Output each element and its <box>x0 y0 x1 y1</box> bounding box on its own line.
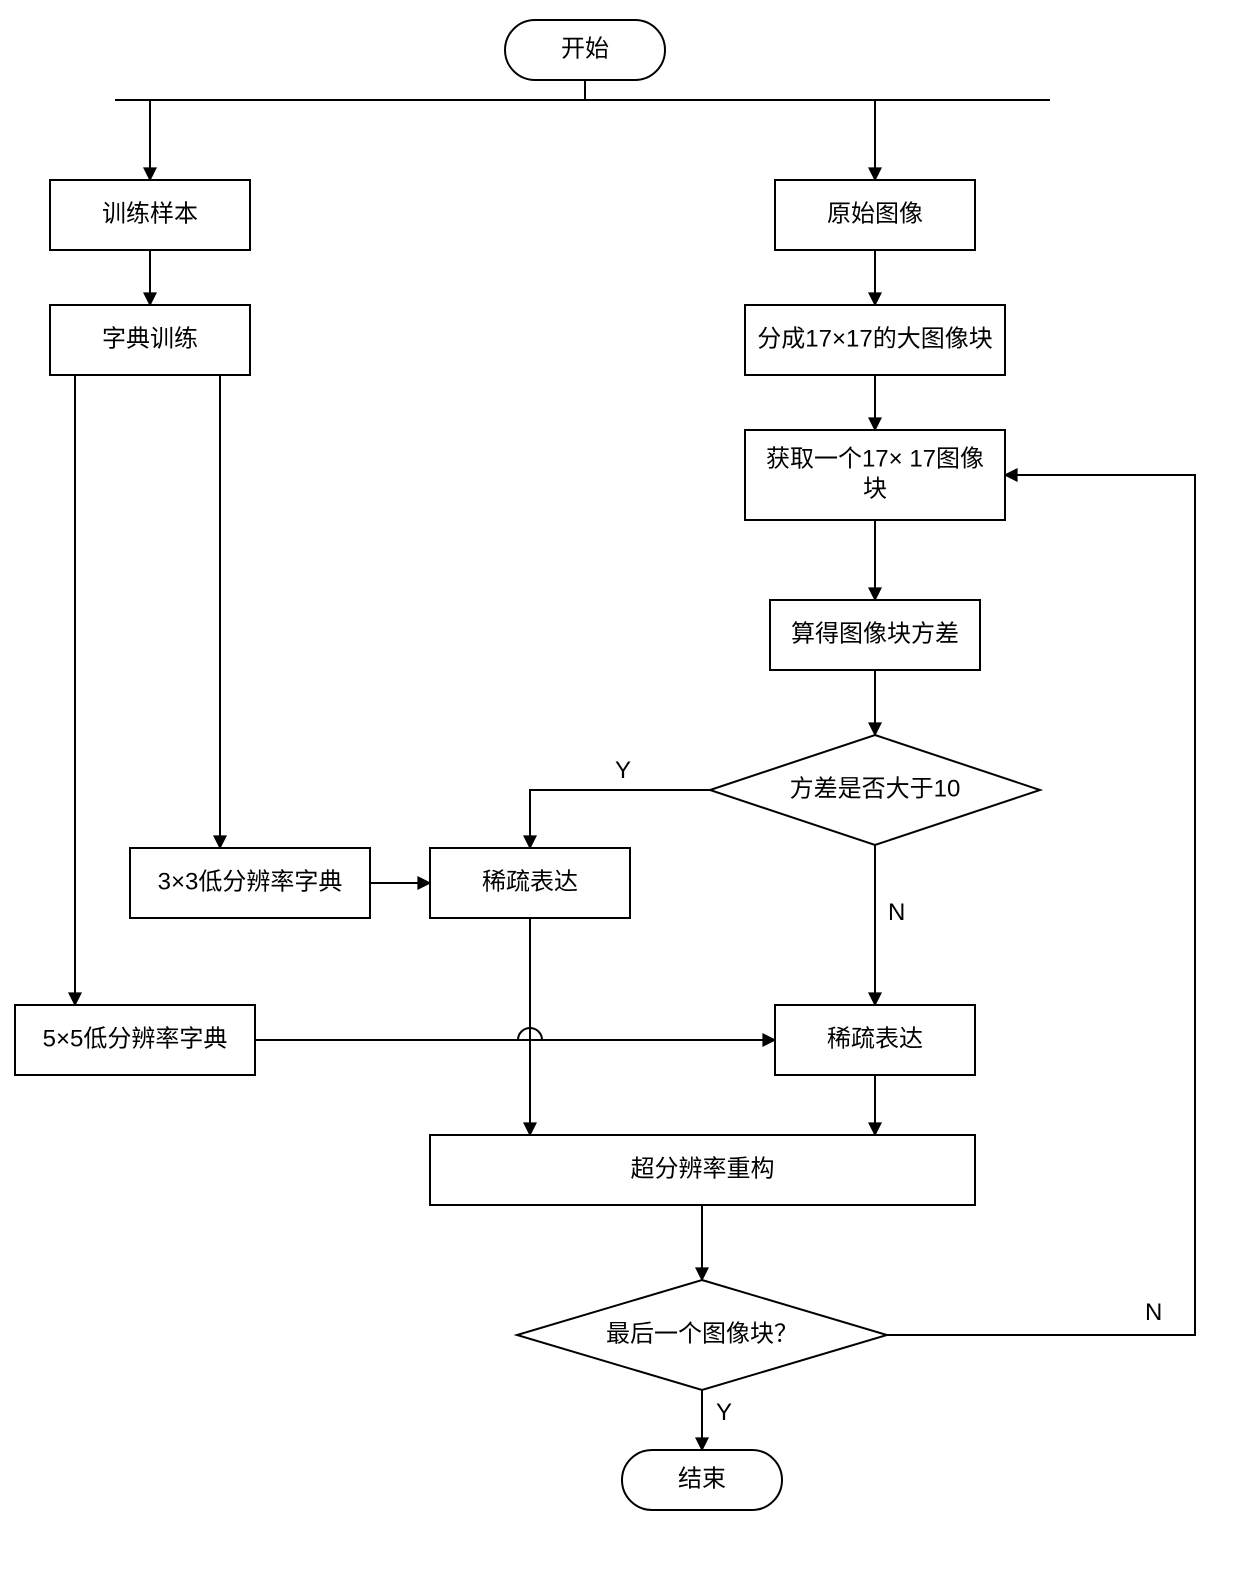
node-orig_image: 原始图像 <box>775 180 975 250</box>
node-label: 5×5低分辨率字典 <box>43 1025 228 1052</box>
node-end: 结束 <box>622 1450 782 1510</box>
node-label: 字典训练 <box>102 325 198 352</box>
node-variance: 算得图像块方差 <box>770 600 980 670</box>
node-label: 开始 <box>561 35 609 62</box>
node-label: 3×3低分辨率字典 <box>158 868 343 895</box>
node-dict_train: 字典训练 <box>50 305 250 375</box>
flowchart-canvas: N Y Y N 开始训练样本字典训练 3×3低分辨率字典 5×5低分辨率字典 原始图像分成17… <box>0 0 1240 1594</box>
node-label: 算得图像块方差 <box>791 620 959 647</box>
node-label: 超分辨率重构 <box>631 1155 775 1182</box>
node-label: 训练样本 <box>102 200 198 227</box>
edge-label: Y <box>716 1399 732 1426</box>
edge-label: Y <box>615 757 631 784</box>
node-label: 原始图像 <box>827 200 923 227</box>
node-label: 分成17×17的大图像块 <box>757 325 992 352</box>
edge-label: N <box>888 899 905 926</box>
node-label: 方差是否大于10 <box>790 775 961 802</box>
node-label: 最后一个图像块？ <box>606 1320 798 1347</box>
node-label: 稀疏表达 <box>827 1025 923 1052</box>
node-reconstruct: 超分辨率重构 <box>430 1135 975 1205</box>
node-label: 获取一个17× 17图像 <box>766 445 984 472</box>
node-label: 稀疏表达 <box>482 868 578 895</box>
node-dict5x5: 5×5低分辨率字典 <box>15 1005 255 1075</box>
node-dict3x3: 3×3低分辨率字典 <box>130 848 370 918</box>
node-get17: 获取一个17× 17图像块 <box>745 430 1005 520</box>
node-label: 结束 <box>678 1465 726 1492</box>
node-split17: 分成17×17的大图像块 <box>745 305 1005 375</box>
node-sparse_n: 稀疏表达 <box>775 1005 975 1075</box>
node-sparse_y: 稀疏表达 <box>430 848 630 918</box>
node-start: 开始 <box>505 20 665 80</box>
node-label: 块 <box>863 475 887 502</box>
node-train_samples: 训练样本 <box>50 180 250 250</box>
edge-label: N <box>1145 1299 1162 1326</box>
